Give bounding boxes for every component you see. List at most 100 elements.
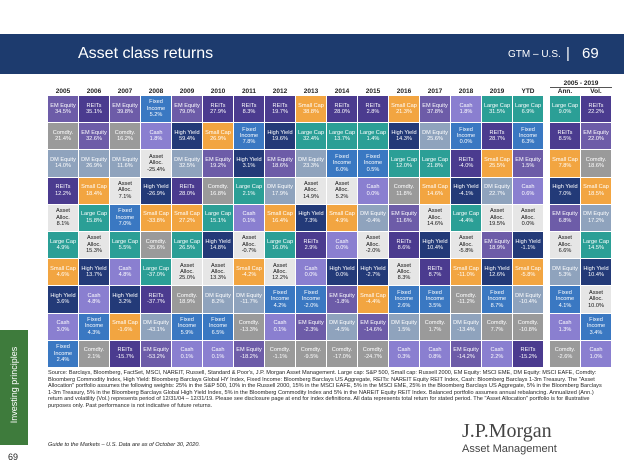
asset-name: Large Cap bbox=[551, 102, 579, 109]
cell: Small Cap -4.4% bbox=[358, 286, 388, 313]
cell: Large Cap 12.0% bbox=[389, 150, 419, 177]
return: -24.7% bbox=[364, 353, 382, 360]
asset-name: DM Equity bbox=[174, 157, 200, 164]
cell: Cash 0.8% bbox=[420, 340, 450, 367]
return: 5.9% bbox=[180, 329, 194, 336]
asset-name: Fixed Income bbox=[332, 153, 352, 167]
return: 19.7% bbox=[272, 109, 288, 116]
asset-name: EM Equity bbox=[50, 102, 76, 109]
asset-name: REITs bbox=[365, 102, 381, 109]
return: -5.8% bbox=[458, 248, 474, 255]
asset-name: High Yield bbox=[50, 293, 76, 300]
asset-name: REITs bbox=[520, 347, 536, 354]
return: 13.7% bbox=[86, 272, 102, 279]
return: -14.2% bbox=[457, 353, 475, 360]
cell: High Yield 3.6% bbox=[48, 286, 78, 313]
return: -26.9% bbox=[147, 190, 165, 197]
cell: Cash 0.0% bbox=[358, 177, 388, 204]
cell: REITs 8.6% bbox=[389, 232, 419, 259]
asset-name: Large Cap bbox=[142, 265, 170, 272]
asset-name: EM Equity bbox=[360, 320, 386, 327]
return: 16.8% bbox=[210, 190, 226, 197]
return: -10.8% bbox=[519, 326, 537, 333]
asset-name: REITs bbox=[396, 238, 412, 245]
return: -10.4% bbox=[519, 299, 537, 306]
return: 19.5% bbox=[489, 221, 505, 228]
return: 7.8% bbox=[242, 139, 256, 146]
cell: High Yield 0.0% bbox=[327, 259, 357, 286]
cell: Cash 0.0% bbox=[296, 259, 326, 286]
asset-name: Cash bbox=[118, 265, 132, 272]
asset-name: Small Cap bbox=[112, 320, 138, 327]
asset-name: Comdty. bbox=[114, 129, 136, 136]
return: 16.4% bbox=[272, 217, 288, 224]
return: 18.9% bbox=[179, 299, 195, 306]
cell: Small Cap 21.3% bbox=[389, 96, 419, 123]
asset-name: Cash bbox=[149, 129, 163, 136]
return: 0.5% bbox=[366, 166, 380, 173]
return: 18.9% bbox=[489, 245, 505, 252]
asset-name: Fixed Income bbox=[487, 289, 507, 303]
asset-name: EM Equity bbox=[422, 102, 448, 109]
cell: DM Equity -0.4% bbox=[358, 204, 388, 231]
cell: High Yield -4.1% bbox=[451, 177, 481, 204]
asset-name: Comdty. bbox=[362, 347, 384, 354]
cell: DM Equity 8.2% bbox=[203, 286, 233, 313]
cell: Small Cap 38.8% bbox=[296, 96, 326, 123]
return: 17.2% bbox=[588, 217, 604, 224]
asset-name: High Yield bbox=[552, 184, 578, 191]
return: -43.1% bbox=[147, 326, 165, 333]
cell: Cash 1.3% bbox=[550, 313, 580, 340]
cell: Small Cap 4.9% bbox=[327, 204, 357, 231]
asset-name: EM Equity bbox=[552, 211, 578, 218]
cell: Comdty. 1.7% bbox=[420, 313, 450, 340]
return: 18.6% bbox=[272, 163, 288, 170]
return: 1.5% bbox=[397, 326, 411, 333]
asset-name: Asset Alloc. bbox=[490, 208, 504, 221]
asset-name: Asset Alloc. bbox=[273, 262, 287, 276]
cell: DM Equity 22.7% bbox=[482, 177, 512, 204]
return: 3.0% bbox=[56, 326, 70, 333]
return: 18.4% bbox=[86, 190, 102, 197]
asset-name: Fixed Income bbox=[53, 344, 73, 357]
return: -25.4% bbox=[147, 166, 165, 173]
cell: Asset Alloc. 8.3% bbox=[389, 259, 419, 286]
return: -17.0% bbox=[333, 353, 351, 360]
cell: Comdty. -17.0% bbox=[327, 340, 357, 367]
asset-name: REITs bbox=[272, 102, 288, 109]
return: 11.6% bbox=[117, 163, 133, 170]
return: 4.1% bbox=[558, 302, 572, 309]
cell: Fixed Income 0.5% bbox=[358, 150, 388, 177]
cell: EM Equity -2.3% bbox=[296, 313, 326, 340]
return: 14.9% bbox=[303, 193, 319, 200]
cell: Fixed Income 2.4% bbox=[48, 340, 78, 367]
asset-name: Comdty. bbox=[83, 347, 105, 354]
column-header: 2014 bbox=[334, 88, 350, 95]
column-header: 2005 bbox=[55, 88, 71, 95]
asset-name: High Yield bbox=[205, 238, 231, 245]
return: 4.9% bbox=[56, 245, 70, 252]
cell: Cash 0.1% bbox=[172, 340, 202, 367]
asset-name: Cash bbox=[335, 238, 349, 245]
return: -1.6% bbox=[117, 326, 133, 333]
cell: REITs 8.3% bbox=[234, 96, 264, 123]
cell: Asset Alloc. 25.0% bbox=[172, 259, 202, 286]
asset-name: High Yield bbox=[583, 265, 609, 272]
asset-name: EM Equity bbox=[143, 347, 169, 354]
cell: Large Cap 26.5% bbox=[172, 232, 202, 259]
return: -0.4% bbox=[365, 217, 381, 224]
column-header: 2006 bbox=[86, 88, 102, 95]
asset-name: High Yield bbox=[360, 265, 386, 272]
cell: EM Equity -14.2% bbox=[451, 340, 481, 367]
return: 14.6% bbox=[427, 190, 443, 197]
cell: Cash 0.1% bbox=[234, 204, 264, 231]
return: -53.2% bbox=[147, 353, 165, 360]
cell: DM Equity -13.4% bbox=[451, 313, 481, 340]
return: 10.4% bbox=[427, 245, 443, 252]
return: 0.1% bbox=[242, 217, 256, 224]
return: 1.0% bbox=[589, 353, 603, 360]
asset-name: Cash bbox=[242, 211, 256, 218]
return: 2.1% bbox=[242, 190, 256, 197]
cell: Fixed Income 0.0% bbox=[451, 123, 481, 150]
return: 32.5% bbox=[179, 163, 195, 170]
